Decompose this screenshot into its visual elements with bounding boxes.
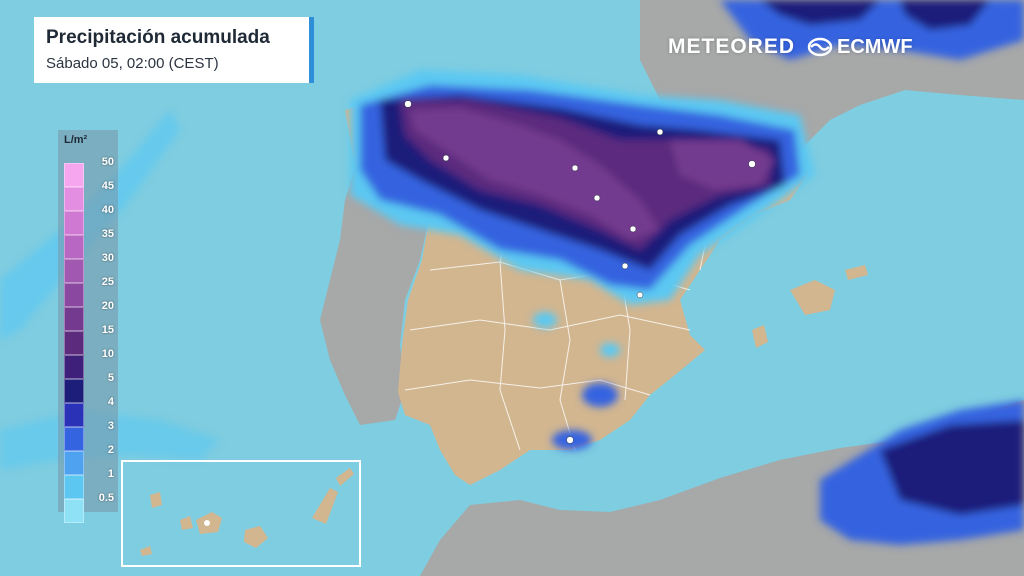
legend-label: 3 [107, 420, 114, 432]
legend-label: 20 [101, 300, 114, 312]
logos: METEORED ECMWF [668, 34, 913, 60]
ecmwf-logo: ECMWF [807, 36, 913, 59]
legend-label: 50 [101, 156, 114, 168]
legend-swatch [64, 499, 84, 523]
legend-label: 25 [101, 276, 114, 288]
legend-label: 10 [101, 348, 114, 360]
legend-label: 0.5 [98, 492, 114, 504]
legend-label: 5 [107, 372, 114, 384]
legend-label: 35 [101, 228, 114, 240]
legend-swatch [64, 187, 84, 211]
canary-islands [140, 468, 354, 556]
legend-swatch [64, 427, 84, 451]
meteored-logo: METEORED [668, 35, 796, 58]
canary-city-dot [204, 520, 210, 526]
legend-color-bar [64, 163, 84, 523]
legend: L/m² 50 45 40 35 30 25 20 15 10 5 4 3 2 1 0.5 [58, 130, 118, 523]
legend-swatch [64, 235, 84, 259]
map-title: Precipitación acumulada [46, 27, 270, 48]
legend-label: 2 [107, 444, 114, 456]
city-dots [404, 100, 756, 444]
portugal-land [320, 160, 430, 425]
title-box: Precipitación acumulada Sábado 05, 02:00… [34, 17, 314, 83]
legend-swatch [64, 451, 84, 475]
legend-swatch [64, 283, 84, 307]
ecmwf-label: ECMWF [837, 35, 913, 58]
menorca-land [845, 265, 868, 280]
legend-swatch [64, 307, 84, 331]
legend-label: 15 [101, 324, 114, 336]
canary-islands-inset [121, 460, 361, 567]
legend-swatch [64, 475, 84, 499]
legend-unit: L/m² [64, 134, 88, 146]
map-subtitle: Sábado 05, 02:00 (CEST) [46, 55, 219, 72]
mallorca-land [790, 280, 835, 315]
ecmwf-icon [807, 37, 833, 57]
legend-swatch [64, 403, 84, 427]
legend-label: 40 [101, 204, 114, 216]
legend-label: 1 [107, 468, 114, 480]
legend-label: 4 [107, 396, 114, 408]
legend-swatch [64, 211, 84, 235]
legend-swatch [64, 163, 84, 187]
legend-swatch [64, 379, 84, 403]
legend-label: 45 [101, 180, 114, 192]
legend-label: 30 [101, 252, 114, 264]
legend-swatch [64, 331, 84, 355]
ibiza-land [752, 325, 768, 348]
legend-swatch [64, 355, 84, 379]
legend-swatch [64, 259, 84, 283]
